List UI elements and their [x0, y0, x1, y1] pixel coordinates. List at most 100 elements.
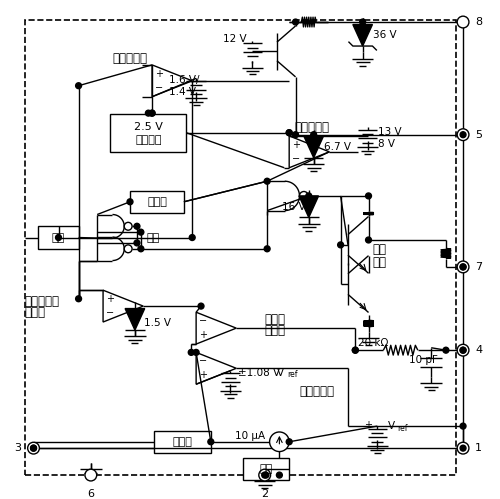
Polygon shape: [353, 24, 372, 46]
Text: −: −: [200, 316, 207, 326]
Text: 16 V: 16 V: [282, 202, 306, 212]
Circle shape: [208, 439, 214, 445]
Text: −: −: [200, 356, 207, 366]
Circle shape: [276, 472, 282, 478]
Circle shape: [190, 235, 195, 241]
Circle shape: [310, 132, 316, 138]
Text: 零电流检测: 零电流检测: [24, 295, 59, 308]
Circle shape: [262, 472, 268, 478]
Circle shape: [352, 347, 358, 353]
Text: 10 pF: 10 pF: [409, 355, 438, 365]
Text: 基准电压: 基准电压: [135, 135, 162, 145]
Circle shape: [188, 349, 194, 355]
Text: 输出: 输出: [372, 255, 386, 268]
Circle shape: [286, 130, 292, 136]
Text: 10 μA: 10 μA: [236, 431, 266, 441]
Circle shape: [457, 129, 469, 141]
Circle shape: [138, 246, 144, 251]
Text: ±1.08 V: ±1.08 V: [238, 368, 280, 378]
Text: ref: ref: [287, 370, 298, 379]
Circle shape: [460, 423, 466, 429]
Text: 门锁: 门锁: [147, 233, 160, 243]
Bar: [38, 226, 78, 249]
Text: 12 V: 12 V: [223, 34, 246, 44]
Circle shape: [460, 347, 466, 353]
Circle shape: [138, 229, 144, 235]
Circle shape: [270, 432, 289, 452]
Circle shape: [56, 235, 62, 241]
Circle shape: [149, 110, 155, 116]
Circle shape: [460, 264, 466, 270]
Circle shape: [292, 19, 298, 25]
Circle shape: [460, 347, 466, 353]
Circle shape: [366, 237, 372, 243]
Text: −: −: [156, 83, 164, 93]
Circle shape: [264, 246, 270, 251]
Circle shape: [306, 193, 312, 199]
Text: 欠电压锁定: 欠电压锁定: [294, 121, 329, 134]
Text: 乘法器: 乘法器: [172, 437, 193, 447]
Circle shape: [457, 16, 469, 28]
Bar: [130, 191, 184, 213]
Circle shape: [460, 264, 466, 270]
Circle shape: [30, 445, 36, 451]
Bar: [242, 459, 289, 480]
Text: 1.4 V: 1.4 V: [169, 87, 196, 97]
Circle shape: [134, 224, 140, 229]
Text: 误差放大器: 误差放大器: [299, 385, 334, 398]
Text: 6: 6: [88, 489, 94, 499]
Circle shape: [360, 19, 366, 25]
Text: +: +: [156, 69, 164, 79]
Circle shape: [127, 199, 133, 205]
Text: 8: 8: [476, 17, 482, 27]
Text: 1: 1: [476, 443, 482, 453]
Circle shape: [28, 442, 40, 454]
Circle shape: [443, 347, 449, 353]
Text: 1.5 V: 1.5 V: [144, 318, 171, 328]
Text: 比较器: 比较器: [24, 306, 46, 319]
Circle shape: [286, 439, 292, 445]
Text: 过电压: 过电压: [264, 313, 285, 326]
Text: 2: 2: [261, 489, 268, 499]
Circle shape: [76, 83, 82, 89]
Text: +: +: [364, 420, 372, 430]
Text: 2.5 V: 2.5 V: [134, 122, 163, 132]
Circle shape: [460, 132, 466, 138]
Text: 定时器: 定时器: [147, 197, 167, 207]
Text: 3: 3: [14, 443, 21, 453]
Text: +: +: [106, 294, 114, 304]
Text: 延时: 延时: [52, 233, 65, 243]
Text: +: +: [200, 370, 207, 380]
Circle shape: [124, 245, 132, 252]
Text: 4: 4: [476, 345, 482, 355]
Circle shape: [146, 110, 152, 116]
Circle shape: [76, 296, 82, 302]
Circle shape: [124, 223, 132, 230]
Circle shape: [193, 349, 199, 355]
Text: 5: 5: [476, 130, 482, 140]
Text: 8 V: 8 V: [378, 140, 396, 150]
Text: −: −: [106, 308, 114, 318]
Text: +: +: [292, 140, 300, 150]
Circle shape: [338, 242, 344, 248]
Text: 驱动: 驱动: [372, 244, 386, 256]
Text: −: −: [292, 154, 300, 164]
Text: ref: ref: [397, 424, 407, 433]
Circle shape: [460, 445, 466, 451]
Circle shape: [259, 469, 270, 481]
Text: 1.6 V/: 1.6 V/: [169, 75, 200, 85]
Text: 7: 7: [476, 262, 482, 272]
Text: 6.7 V: 6.7 V: [324, 142, 351, 152]
Bar: [24, 19, 456, 475]
Text: V: V: [388, 421, 395, 431]
Polygon shape: [299, 196, 318, 218]
Text: 20 kΩ: 20 kΩ: [358, 338, 388, 348]
Circle shape: [149, 110, 155, 116]
Text: 比较器: 比较器: [264, 324, 285, 337]
Text: 零电流检测: 零电流检测: [113, 52, 148, 65]
Circle shape: [134, 240, 140, 246]
Circle shape: [198, 303, 204, 309]
Circle shape: [292, 132, 298, 138]
Text: 36 V: 36 V: [374, 30, 397, 40]
Circle shape: [457, 442, 469, 454]
